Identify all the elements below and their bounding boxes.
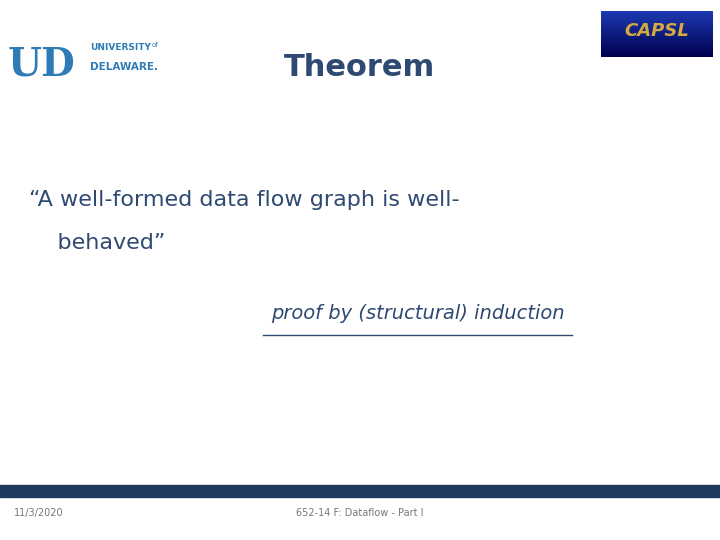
Bar	[601, 15, 713, 18]
Bar	[601, 43, 713, 45]
Text: CAPSL: CAPSL	[624, 22, 690, 40]
Bar	[601, 29, 713, 31]
Text: Theorem: Theorem	[284, 53, 436, 82]
Bar	[601, 40, 713, 43]
Bar	[601, 33, 713, 36]
Bar	[601, 52, 713, 55]
Bar	[601, 11, 713, 13]
Bar	[601, 25, 713, 27]
Bar	[601, 45, 713, 48]
Text: UNIVERSITY: UNIVERSITY	[90, 43, 151, 52]
Text: “A well-formed data flow graph is well-: “A well-formed data flow graph is well-	[29, 190, 459, 210]
Text: UD: UD	[7, 46, 75, 84]
Text: of: of	[151, 42, 158, 48]
Bar	[601, 20, 713, 22]
Text: proof by (structural) induction: proof by (structural) induction	[271, 303, 564, 323]
Bar	[601, 18, 713, 20]
Bar	[601, 27, 713, 29]
Bar	[0, 485, 720, 497]
Bar	[601, 38, 713, 40]
Bar	[601, 22, 713, 24]
Bar	[601, 36, 713, 38]
Bar	[601, 48, 713, 50]
Bar	[601, 55, 713, 57]
Text: DELAWARE.: DELAWARE.	[90, 62, 158, 72]
Text: 652-14 F: Dataflow - Part I: 652-14 F: Dataflow - Part I	[296, 508, 424, 518]
Text: 11/3/2020: 11/3/2020	[14, 508, 64, 518]
Bar	[601, 13, 713, 15]
Bar	[601, 31, 713, 33]
Text: behaved”: behaved”	[29, 233, 165, 253]
Bar	[601, 50, 713, 52]
